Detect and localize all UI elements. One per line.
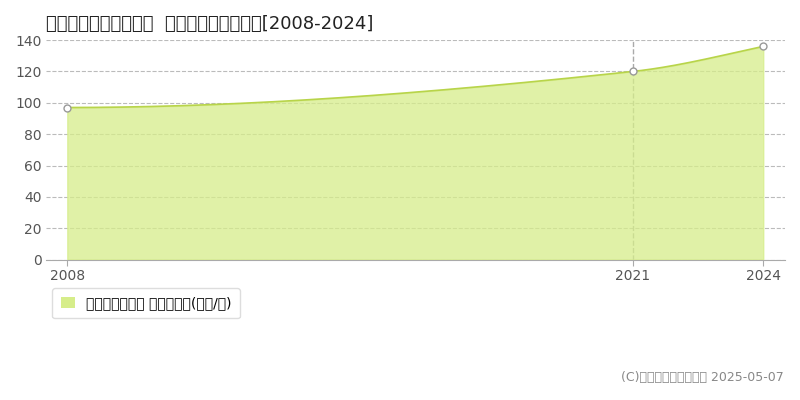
Text: (C)土地価格ドットコム 2025-05-07: (C)土地価格ドットコム 2025-05-07 (622, 371, 784, 384)
Text: 新潟市中央区学校町通  マンション価格推移[2008-2024]: 新潟市中央区学校町通 マンション価格推移[2008-2024] (46, 15, 373, 33)
Legend: マンション価格 平均坪単価(万円/坪): マンション価格 平均坪単価(万円/坪) (53, 288, 240, 318)
